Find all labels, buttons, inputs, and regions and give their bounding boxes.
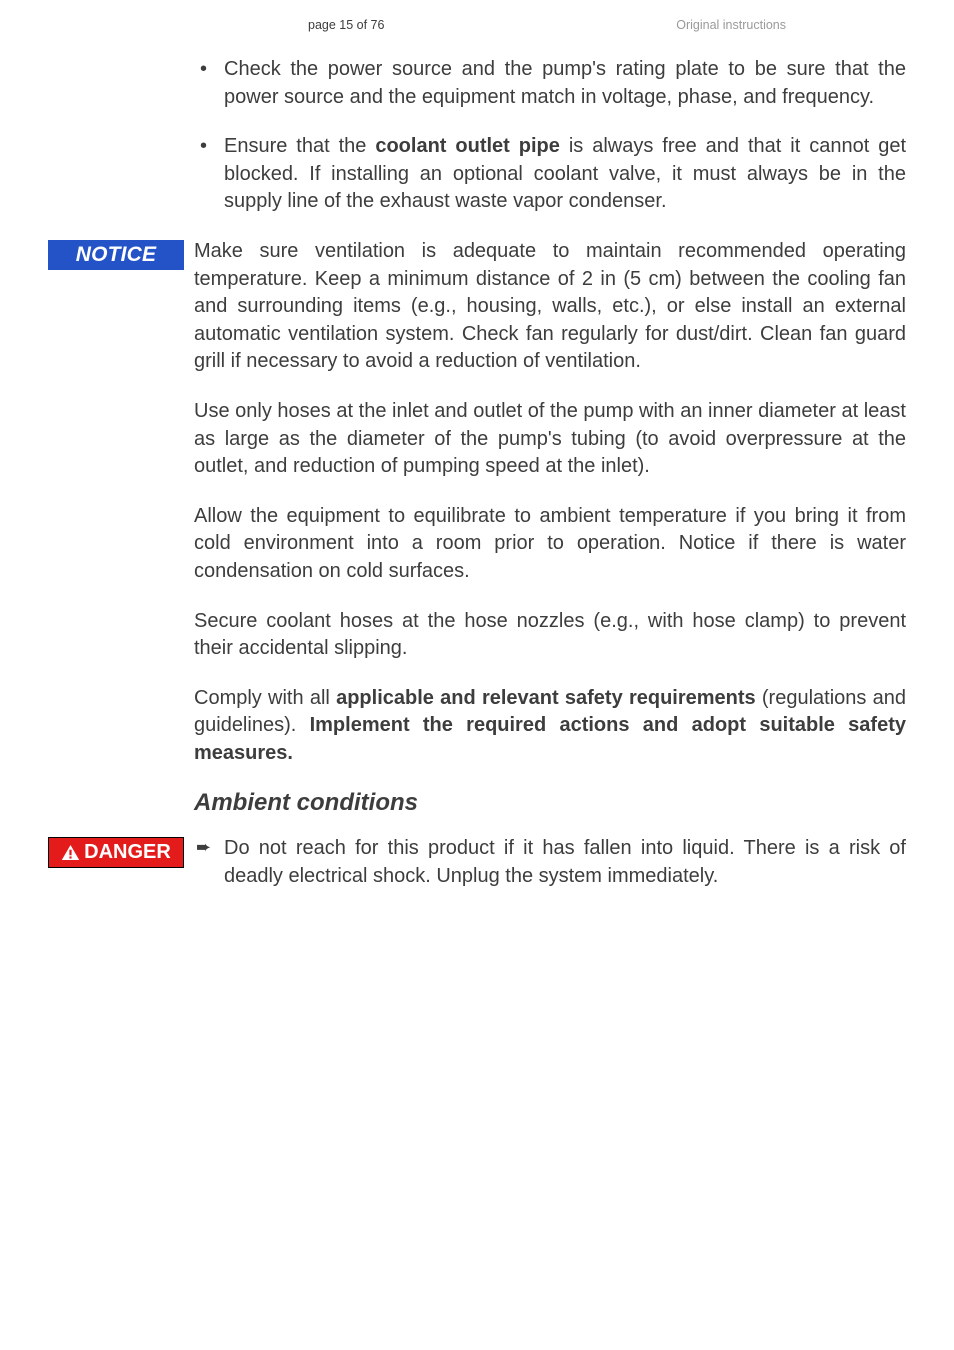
bullet-power-source: Check the power source and the pump's ra… [194,56,906,111]
para-secure: Secure coolant hoses at the hose nozzles… [194,608,906,663]
para-hoses: Use only hoses at the inlet and outlet o… [194,398,906,481]
safety-pre: Comply with all [194,687,336,709]
safety-b1: applicable and relevant safety requireme… [336,687,756,709]
notice-badge-wrap: NOTICE [48,240,184,270]
page-number: page 15 of 76 [308,18,384,32]
danger-label: DANGER [84,841,171,864]
para-equilibrate: Allow the equipment to equilibrate to am… [194,503,906,586]
heading-ambient: Ambient conditions [194,789,906,817]
para-safety: Comply with all applicable and relevant … [194,685,906,768]
danger-item: Do not reach for this product if it has … [194,835,906,890]
danger-row: DANGER Do not reach for this product if … [48,835,906,890]
bullet-pre: Ensure that the [224,135,375,157]
bullet-coolant-outlet: Ensure that the coolant outlet pipe is a… [194,133,906,216]
page-header: page 15 of 76 Original instructions [48,18,906,32]
doc-type: Original instructions [676,18,786,32]
notice-paragraph: Make sure ventilation is adequate to mai… [194,238,906,376]
notice-row: NOTICE Make sure ventilation is adequate… [48,238,906,376]
warning-triangle-icon [61,844,80,861]
danger-badge: DANGER [48,837,184,868]
notice-badge: NOTICE [48,240,184,270]
content-column: Check the power source and the pump's ra… [48,56,906,891]
bullet-bold: coolant outlet pipe [375,135,560,157]
danger-badge-wrap: DANGER [48,837,184,868]
